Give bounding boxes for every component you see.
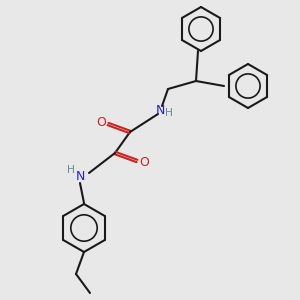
Text: O: O <box>139 155 149 169</box>
Text: N: N <box>75 169 85 182</box>
Text: O: O <box>96 116 106 130</box>
Text: N: N <box>155 103 165 116</box>
Text: H: H <box>67 165 75 175</box>
Text: H: H <box>165 108 173 118</box>
